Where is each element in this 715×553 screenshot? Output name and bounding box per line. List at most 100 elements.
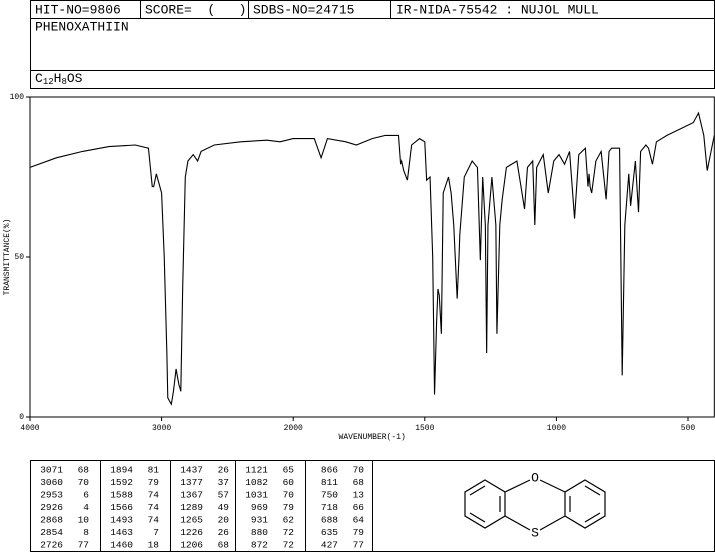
peak-wavenumber: 1082	[245, 477, 268, 488]
formula-subscript: 12	[43, 77, 54, 87]
peak-transmittance: 18	[148, 540, 160, 551]
x-tick-label: 1500	[415, 424, 434, 433]
peak-wavenumber: 1437	[180, 465, 203, 476]
structure	[464, 479, 606, 531]
left-ring	[464, 479, 506, 529]
score: SCORE= ( )	[145, 2, 246, 17]
structure-box	[372, 460, 715, 552]
peak-transmittance: 66	[353, 502, 365, 513]
bond	[469, 485, 486, 496]
peak-wavenumber: 1460	[110, 540, 133, 551]
hit-no: HIT-NO=9806	[35, 2, 121, 17]
peak-transmittance: 68	[353, 477, 365, 488]
atom-o: O	[531, 470, 539, 485]
peak-wavenumber: 1121	[245, 465, 268, 476]
peak-wavenumber: 872	[251, 540, 268, 551]
peak-wavenumber: 1206	[180, 540, 203, 551]
compound-name: PHENOXATHIIN	[35, 19, 129, 34]
peak-transmittance: 77	[78, 540, 89, 551]
peak-transmittance: 62	[283, 515, 295, 526]
peak-wavenumber: 880	[251, 527, 268, 538]
peak-transmittance: 37	[218, 477, 229, 488]
peak-wavenumber: 2926	[40, 502, 63, 513]
peak-wavenumber: 1289	[180, 502, 203, 513]
right-ring	[564, 479, 606, 529]
peak-wavenumber: 718	[321, 502, 338, 513]
peak-transmittance: 68	[218, 540, 230, 551]
peak-transmittance: 64	[353, 515, 365, 526]
y-tick-label: 50	[14, 253, 24, 262]
peak-wavenumber: 866	[321, 465, 338, 476]
formula-part: H	[54, 71, 62, 86]
peak-wavenumber: 1367	[180, 490, 203, 501]
peak-wavenumber: 931	[251, 515, 268, 526]
peak-wavenumber: 1265	[180, 515, 203, 526]
x-tick-label: 3000	[152, 424, 171, 433]
peak-wavenumber: 635	[321, 527, 338, 538]
peak-wavenumber: 1592	[110, 477, 133, 488]
peak-transmittance: 79	[283, 502, 295, 513]
peak-wavenumber: 1493	[110, 515, 133, 526]
peak-transmittance: 70	[353, 465, 365, 476]
peak-wavenumber: 1377	[180, 477, 203, 488]
table-frame	[30, 460, 715, 552]
peak-transmittance: 81	[148, 465, 160, 476]
sdbs-no: SDBS-NO=24715	[253, 2, 354, 17]
peak-wavenumber: 2953	[40, 490, 63, 501]
peak-transmittance: 7	[153, 527, 159, 538]
peak-transmittance: 6	[83, 490, 89, 501]
y-tick-label: 100	[10, 93, 25, 102]
peak-transmittance: 74	[148, 490, 160, 501]
x-tick-label: 4000	[20, 424, 39, 433]
name-box	[30, 18, 715, 71]
header	[30, 0, 715, 89]
peak-transmittance: 70	[78, 477, 90, 488]
peak-wavenumber: 1588	[110, 490, 133, 501]
x-tick-label: 1000	[547, 424, 566, 433]
bond	[504, 479, 531, 493]
peak-transmittance: 8	[83, 527, 89, 538]
y-tick-label: 0	[19, 413, 24, 422]
peak-transmittance: 74	[148, 502, 160, 513]
x-tick-label: 2000	[284, 424, 303, 433]
bond	[584, 485, 601, 496]
peak-transmittance: 60	[283, 477, 295, 488]
bond	[504, 515, 531, 531]
peak-wavenumber: 1226	[180, 527, 203, 538]
bond	[539, 479, 566, 493]
formula-subscript: 8	[61, 77, 66, 87]
ir-code: IR-NIDA-75542 : NUJOL MULL	[396, 2, 599, 17]
y-axis-label: TRANSMITTANCE(%)	[3, 219, 12, 296]
peak-transmittance: 72	[283, 540, 295, 551]
peak-transmittance: 49	[218, 502, 230, 513]
x-tick-label: 500	[681, 424, 696, 433]
peak-transmittance: 10	[78, 515, 90, 526]
peak-transmittance: 79	[148, 477, 160, 488]
peak-wavenumber: 969	[251, 502, 268, 513]
x-axis-label: WAVENUMBER(-1)	[339, 433, 406, 442]
peak-wavenumber: 2726	[40, 540, 63, 551]
peak-wavenumber: 1031	[245, 490, 268, 501]
peak-transmittance: 72	[283, 527, 295, 538]
formula: C12H8OS	[35, 71, 83, 87]
formula-part: OS	[67, 71, 83, 86]
spectrum-line	[29, 111, 715, 406]
formula-part: C	[35, 71, 43, 86]
peak-wavenumber: 688	[321, 515, 338, 526]
peak-transmittance: 13	[353, 490, 365, 501]
peak-wavenumber: 1894	[110, 465, 133, 476]
peak-wavenumber: 3060	[40, 477, 63, 488]
peak-wavenumber: 427	[321, 540, 338, 551]
peak-wavenumber: 1463	[110, 527, 133, 538]
peak-transmittance: 74	[148, 515, 160, 526]
peak-wavenumber: 750	[321, 490, 338, 501]
bond	[584, 512, 601, 523]
peak-wavenumber: 2868	[40, 515, 63, 526]
peak-wavenumber: 811	[321, 477, 338, 488]
peak-transmittance: 77	[353, 540, 364, 551]
peak-transmittance: 4	[83, 502, 89, 513]
peak-wavenumber: 3071	[40, 465, 63, 476]
peak-transmittance: 20	[218, 515, 230, 526]
